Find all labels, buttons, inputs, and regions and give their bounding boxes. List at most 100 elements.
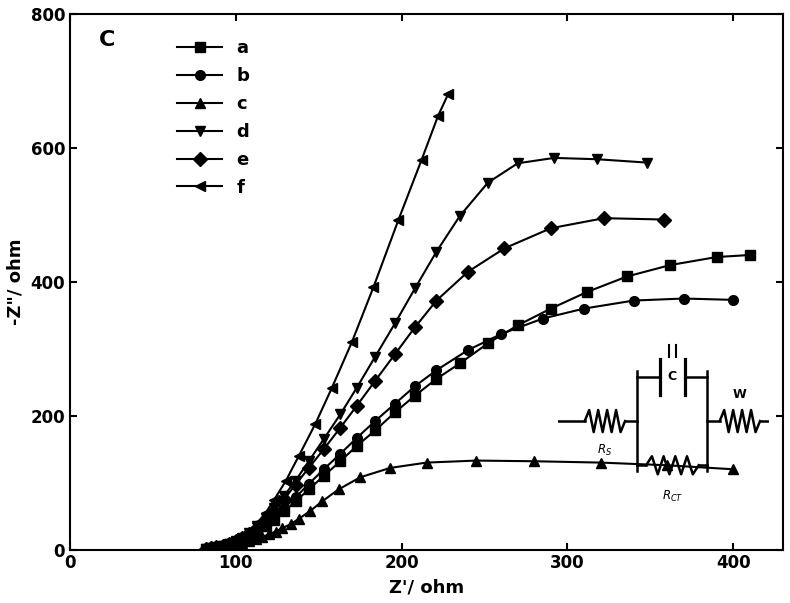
e: [500, 245, 510, 252]
f: [280, 478, 290, 485]
a: [623, 273, 632, 280]
e: [261, 517, 270, 524]
b: [218, 543, 228, 550]
c: [728, 466, 738, 473]
b: [206, 545, 216, 552]
c: [529, 458, 539, 465]
e: [336, 424, 345, 431]
a: [244, 532, 254, 540]
c: [224, 542, 234, 549]
b: [261, 521, 270, 528]
b: [211, 544, 220, 551]
c: [386, 464, 395, 472]
d: [352, 384, 362, 391]
c: [277, 525, 287, 532]
e: [224, 540, 234, 548]
b: [728, 296, 738, 303]
f: [211, 543, 220, 551]
a: [319, 472, 329, 479]
Text: C: C: [99, 30, 115, 50]
b: [244, 532, 254, 539]
e: [211, 543, 220, 551]
d: [304, 458, 314, 465]
a: [483, 339, 493, 347]
b: [253, 527, 262, 534]
Y-axis label: -Z"/ ohm: -Z"/ ohm: [7, 239, 25, 325]
e: [431, 297, 441, 304]
e: [410, 324, 419, 331]
c: [258, 533, 267, 540]
b: [629, 297, 638, 304]
Line: f: f: [201, 89, 453, 554]
f: [261, 509, 270, 516]
f: [417, 156, 427, 163]
a: [455, 360, 465, 367]
a: [269, 516, 279, 523]
Legend: a, b, c, d, e, f: a, b, c, d, e, f: [171, 34, 255, 202]
c: [244, 537, 254, 545]
d: [319, 435, 329, 443]
f: [269, 496, 279, 504]
d: [431, 248, 441, 255]
d: [269, 505, 279, 512]
a: [238, 536, 247, 543]
d: [592, 156, 602, 163]
e: [269, 507, 279, 514]
b: [463, 347, 472, 354]
e: [231, 537, 241, 545]
b: [390, 400, 400, 407]
d: [201, 545, 211, 552]
b: [431, 367, 441, 374]
c: [318, 498, 327, 505]
a: [336, 458, 345, 465]
Line: b: b: [201, 294, 738, 554]
f: [224, 540, 234, 548]
e: [279, 496, 288, 503]
f: [327, 384, 337, 391]
d: [371, 353, 380, 361]
f: [253, 519, 262, 526]
a: [665, 262, 675, 269]
a: [291, 498, 300, 505]
a: [712, 253, 721, 260]
c: [251, 535, 261, 543]
d: [238, 534, 247, 541]
e: [206, 545, 216, 552]
b: [269, 514, 279, 521]
f: [206, 545, 216, 552]
Line: d: d: [201, 153, 652, 554]
c: [294, 515, 303, 522]
d: [244, 529, 254, 537]
a: [546, 305, 555, 312]
d: [336, 411, 345, 418]
e: [238, 534, 247, 541]
f: [347, 338, 356, 346]
c: [422, 459, 431, 466]
c: [472, 457, 481, 464]
c: [201, 545, 211, 552]
e: [371, 377, 380, 385]
e: [390, 350, 400, 358]
a: [390, 409, 400, 416]
b: [319, 466, 329, 473]
a: [206, 545, 216, 552]
a: [371, 427, 380, 434]
d: [261, 514, 270, 522]
c: [238, 539, 247, 546]
d: [218, 542, 228, 549]
a: [745, 251, 754, 259]
b: [371, 417, 380, 425]
e: [352, 402, 362, 409]
e: [463, 268, 472, 276]
c: [356, 474, 365, 481]
a: [211, 544, 220, 551]
e: [304, 464, 314, 472]
d: [483, 179, 493, 186]
b: [496, 330, 506, 338]
c: [271, 528, 280, 535]
c: [264, 531, 273, 538]
f: [393, 216, 403, 224]
e: [600, 215, 609, 222]
b: [410, 383, 419, 390]
a: [231, 538, 241, 546]
